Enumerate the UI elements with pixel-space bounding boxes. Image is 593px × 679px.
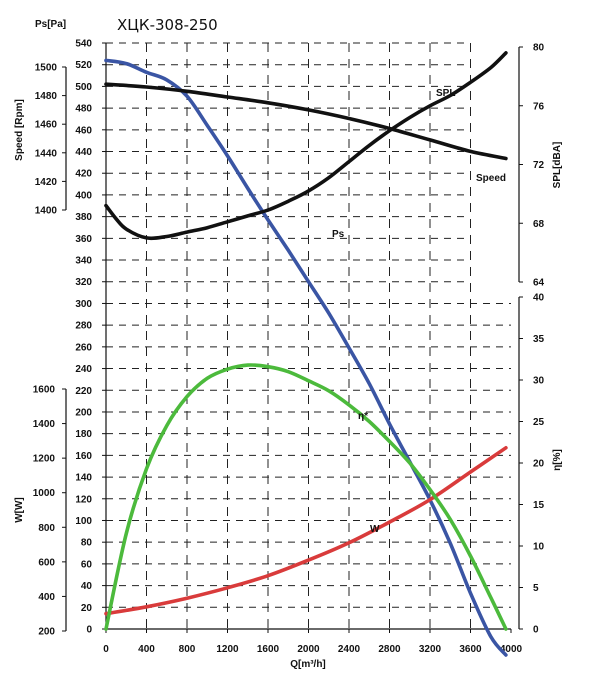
ps-tick-label: 140: [75, 473, 92, 484]
x-axis-label: Q[m³/h]: [290, 659, 326, 670]
ps-tick-label: 60: [81, 559, 93, 570]
ps-tick-label: 480: [75, 104, 92, 115]
speed-tick-label: 1500: [35, 63, 58, 74]
x-tick-label: 4000: [500, 644, 523, 655]
w-tick-label: 1000: [33, 488, 56, 499]
series-label-spl: SPL: [436, 88, 455, 99]
eta-tick-label: 30: [533, 376, 545, 387]
ps-axis-label: Ps[Pa]: [35, 19, 66, 30]
x-tick-label: 800: [179, 644, 196, 655]
ps-curve: [104, 58, 508, 657]
w-tick-label: 1400: [33, 419, 56, 430]
x-tick-label: 2400: [338, 644, 361, 655]
spl-tick-label: 80: [533, 43, 545, 54]
ps-tick-label: 500: [75, 82, 92, 93]
ps-tick-label: 200: [75, 407, 92, 418]
w-tick-label: 1200: [33, 454, 56, 465]
spl-tick-label: 76: [533, 101, 545, 112]
ps-tick-label: 240: [75, 364, 92, 375]
ps-tick-label: 400: [75, 190, 92, 201]
series-label-eta: η*: [358, 411, 368, 422]
x-tick-label: 3200: [419, 644, 442, 655]
speed-curve: [104, 82, 508, 161]
x-tick-label: 2000: [297, 644, 320, 655]
series-label-speed: Speed: [476, 173, 506, 184]
eta-tick-label: 10: [533, 542, 545, 553]
ps-tick-label: 160: [75, 451, 92, 462]
ps-tick-label: 180: [75, 429, 92, 440]
spl-tick-label: 68: [533, 219, 545, 230]
ps-tick-label: 340: [75, 256, 92, 267]
eta-tick-label: 0: [533, 625, 539, 636]
series-lines: [104, 51, 508, 657]
ps-tick-label: 540: [75, 39, 92, 50]
ps-tick-label: 80: [81, 538, 93, 549]
ps-tick-label: 520: [75, 60, 92, 71]
eta-tick-label: 5: [533, 583, 539, 594]
w-axis-label: W[W]: [14, 497, 25, 523]
ps-tick-label: 100: [75, 516, 92, 527]
eta-tick-label: 35: [533, 334, 545, 345]
eta-tick-label: 25: [533, 417, 545, 428]
w-tick-label: 800: [38, 523, 55, 534]
chart-title: ХЦК-308-250: [117, 16, 218, 34]
x-tick-label: 400: [138, 644, 155, 655]
ps-tick-label: 460: [75, 125, 92, 136]
ps-tick-label: 280: [75, 321, 92, 332]
w-tick-label: 1600: [33, 385, 56, 396]
eta-tick-label: 15: [533, 500, 545, 511]
ps-tick-label: 0: [86, 625, 92, 636]
ps-tick-label: 420: [75, 169, 92, 180]
speed-tick-label: 1420: [35, 177, 58, 188]
ps-tick-label: 220: [75, 386, 92, 397]
series-label-ps: Ps: [332, 229, 345, 240]
ps-tick-label: 120: [75, 494, 92, 505]
eta-axis-label: η[%]: [552, 449, 563, 471]
speed-tick-label: 1440: [35, 148, 58, 159]
x-tick-label: 3600: [459, 644, 482, 655]
ps-tick-label: 300: [75, 299, 92, 310]
ps-tick-label: 440: [75, 147, 92, 158]
speed-tick-label: 1480: [35, 91, 58, 102]
eta-tick-label: 20: [533, 459, 545, 470]
ps-tick-label: 320: [75, 277, 92, 288]
power-curve: [104, 446, 508, 616]
ps-tick-label: 20: [81, 603, 93, 614]
grid-lines: [106, 42, 511, 629]
x-tick-label: 2800: [378, 644, 401, 655]
w-tick-label: 200: [38, 627, 55, 638]
spl-curve: [104, 51, 508, 241]
efficiency-curve: [104, 363, 508, 631]
speed-tick-label: 1460: [35, 120, 58, 131]
eta-tick-label: 40: [533, 293, 545, 304]
ps-tick-label: 260: [75, 342, 92, 353]
x-tick-label: 0: [103, 644, 109, 655]
x-tick-label: 1200: [216, 644, 239, 655]
spl-tick-label: 64: [533, 278, 545, 289]
speed-tick-label: 1400: [35, 206, 58, 217]
tick-labels: 0204060801001201401601802002202402602803…: [33, 39, 545, 656]
ps-tick-label: 360: [75, 234, 92, 245]
ps-tick-label: 40: [81, 581, 93, 592]
speed-axis-label: Speed [Rpm]: [14, 99, 25, 161]
x-tick-label: 1600: [257, 644, 280, 655]
series-label-w: W: [370, 524, 380, 535]
spl-tick-label: 72: [533, 160, 545, 171]
w-tick-label: 400: [38, 592, 55, 603]
spl-axis-label: SPL[dBA]: [552, 142, 563, 189]
ps-tick-label: 380: [75, 212, 92, 223]
w-tick-label: 600: [38, 557, 55, 568]
